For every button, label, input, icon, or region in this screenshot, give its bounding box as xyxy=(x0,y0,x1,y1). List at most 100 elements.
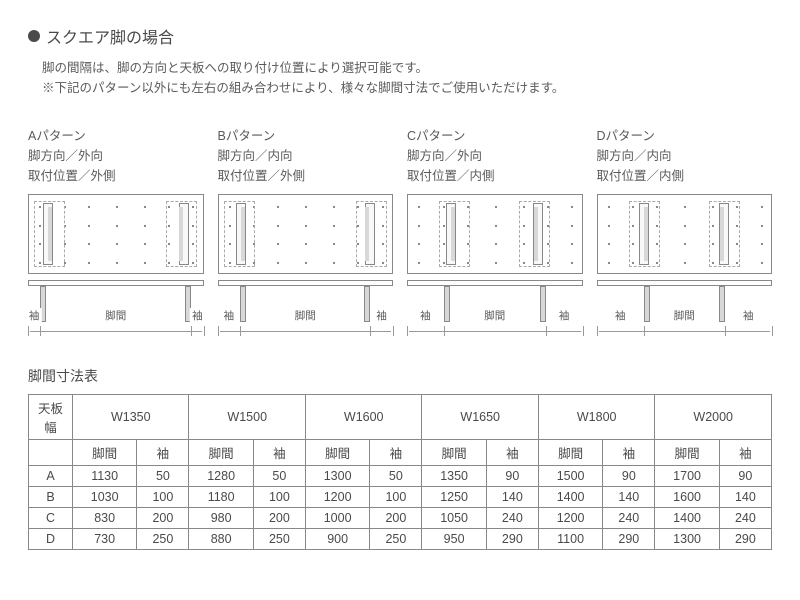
top-view xyxy=(407,194,583,274)
table-cell: 90 xyxy=(486,466,538,487)
sleeve-label-right: 袖 xyxy=(557,308,572,323)
table-cell: 1180 xyxy=(189,487,253,508)
width-header: W1600 xyxy=(305,395,421,440)
leg-right xyxy=(364,286,370,322)
sleeve-label-left: 袖 xyxy=(613,308,628,323)
pattern-direction: 脚方向／外向 xyxy=(28,146,204,166)
table-cell: 50 xyxy=(137,466,189,487)
leg-slot-inner-left xyxy=(644,207,648,261)
pattern-name: Dパターン xyxy=(597,126,773,146)
pattern-label: Cパターン脚方向／外向取付位置／内側 xyxy=(407,126,583,186)
subcol-header: 脚間 xyxy=(538,440,602,466)
pattern-d: Dパターン脚方向／内向取付位置／内側袖脚間袖 xyxy=(597,126,773,338)
subcol-header: 袖 xyxy=(719,440,771,466)
description: 脚の間隔は、脚の方向と天板への取り付け位置により選択可能です。 ※下記のパターン… xyxy=(42,58,772,98)
top-view xyxy=(28,194,204,274)
corner-header: 天板幅 xyxy=(29,395,73,440)
tabletop-edge xyxy=(597,280,773,286)
table-cell: 100 xyxy=(137,487,189,508)
span-label: 脚間 xyxy=(482,308,507,323)
sleeve-label-right: 袖 xyxy=(190,308,205,323)
table-cell: 950 xyxy=(422,529,486,550)
table-row: 天板幅W1350W1500W1600W1650W1800W2000 xyxy=(29,395,772,440)
leg-slot-inner-right xyxy=(179,207,183,261)
table-row: A113050128050130050135090150090170090 xyxy=(29,466,772,487)
table-row: C830200980200100020010502401200240140024… xyxy=(29,508,772,529)
side-view: 袖脚間袖 xyxy=(218,280,394,338)
leg-slot-inner-right xyxy=(365,207,369,261)
subcol-header: 脚間 xyxy=(189,440,253,466)
pattern-diagrams: Aパターン脚方向／外向取付位置／外側袖 脚間 袖 Bパターン脚方向／内向取付位置／外側… xyxy=(28,126,772,338)
table-cell: 1000 xyxy=(305,508,369,529)
leg-slot-inner-right xyxy=(534,207,538,261)
table-cell: 1400 xyxy=(655,508,719,529)
leg-slot-inner-left xyxy=(48,207,52,261)
subcol-header: 袖 xyxy=(253,440,305,466)
table-cell: 140 xyxy=(486,487,538,508)
row-label: A xyxy=(29,466,73,487)
hole-dots xyxy=(408,195,582,273)
side-view: 袖脚間袖 xyxy=(597,280,773,338)
table-cell: 50 xyxy=(253,466,305,487)
table-row: D73025088025090025095029011002901300290 xyxy=(29,529,772,550)
table-cell: 980 xyxy=(189,508,253,529)
width-header: W1650 xyxy=(422,395,538,440)
pattern-direction: 脚方向／外向 xyxy=(407,146,583,166)
table-cell: 100 xyxy=(370,487,422,508)
span-label: 脚間 xyxy=(103,308,128,323)
leg-left xyxy=(240,286,246,322)
subcol-header: 脚間 xyxy=(655,440,719,466)
dimension-line: 袖脚間袖 xyxy=(28,324,204,338)
table-cell: 1350 xyxy=(422,466,486,487)
side-view: 袖 脚間 袖 xyxy=(28,280,204,338)
table-cell: 240 xyxy=(603,508,655,529)
table-cell: 240 xyxy=(486,508,538,529)
sleeve-label-left: 袖 xyxy=(418,308,433,323)
sleeve-label-left: 袖 xyxy=(27,308,42,323)
sleeve-label-left: 袖 xyxy=(222,308,237,323)
pattern-direction: 脚方向／内向 xyxy=(218,146,394,166)
table-cell: 880 xyxy=(189,529,253,550)
table-row: 脚間袖脚間袖脚間袖脚間袖脚間袖脚間袖 xyxy=(29,440,772,466)
subcol-header: 袖 xyxy=(370,440,422,466)
leg-right xyxy=(719,286,725,322)
diagram: 袖脚間袖 xyxy=(218,194,394,338)
table-cell: 100 xyxy=(253,487,305,508)
pattern-name: Aパターン xyxy=(28,126,204,146)
diagram: 袖脚間袖 xyxy=(597,194,773,338)
row-label: B xyxy=(29,487,73,508)
width-header: W1500 xyxy=(189,395,305,440)
leg-slot-inner-left xyxy=(241,207,245,261)
table-cell: 1130 xyxy=(73,466,137,487)
table-cell: 140 xyxy=(719,487,771,508)
span-label: 脚間 xyxy=(293,308,318,323)
pattern-label: Bパターン脚方向／内向取付位置／外側 xyxy=(218,126,394,186)
top-view xyxy=(597,194,773,274)
table-cell: 240 xyxy=(719,508,771,529)
diagram: 袖 脚間 袖 xyxy=(28,194,204,338)
table-cell: 1050 xyxy=(422,508,486,529)
table-cell: 290 xyxy=(719,529,771,550)
table-cell: 1500 xyxy=(538,466,602,487)
table-cell: 1030 xyxy=(73,487,137,508)
table-row: B103010011801001200100125014014001401600… xyxy=(29,487,772,508)
table-cell: 1100 xyxy=(538,529,602,550)
blank-header xyxy=(29,440,73,466)
pattern-label: Aパターン脚方向／外向取付位置／外側 xyxy=(28,126,204,186)
pattern-position: 取付位置／内側 xyxy=(407,166,583,186)
subcol-header: 袖 xyxy=(486,440,538,466)
table-cell: 830 xyxy=(73,508,137,529)
table-cell: 200 xyxy=(253,508,305,529)
pattern-direction: 脚方向／内向 xyxy=(597,146,773,166)
leg-slot-inner-right xyxy=(720,207,724,261)
subcol-header: 袖 xyxy=(603,440,655,466)
leg-left xyxy=(644,286,650,322)
pattern-position: 取付位置／内側 xyxy=(597,166,773,186)
diagram: 袖 脚間 袖 xyxy=(407,194,583,338)
subcol-header: 脚間 xyxy=(73,440,137,466)
table-cell: 1600 xyxy=(655,487,719,508)
pattern-b: Bパターン脚方向／内向取付位置／外側袖脚間袖 xyxy=(218,126,394,338)
width-header: W2000 xyxy=(655,395,772,440)
table-cell: 290 xyxy=(603,529,655,550)
table-cell: 200 xyxy=(137,508,189,529)
